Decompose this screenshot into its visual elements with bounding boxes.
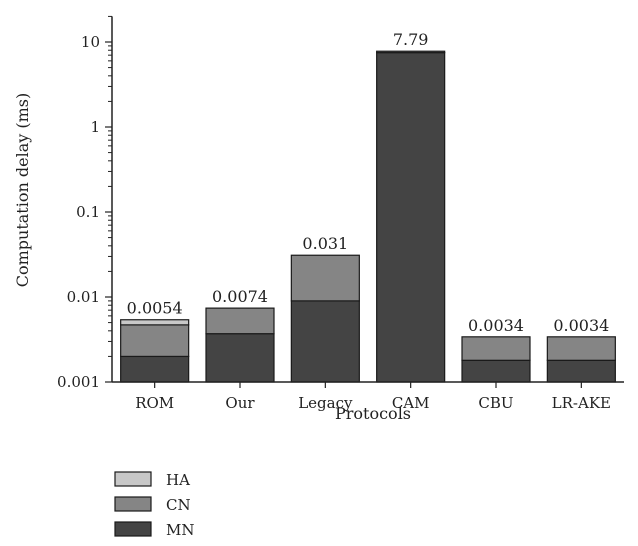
y-tick-label: 0.001 — [57, 373, 100, 391]
bar-our-cn — [205, 307, 275, 335]
legend: HA CN MN — [114, 471, 194, 539]
x-axis-title: Protocols — [335, 404, 411, 423]
total-label-our: 0.0074 — [212, 287, 268, 306]
x-tick-label-legacy: Legacy — [298, 394, 353, 412]
bar-cbu-mn — [461, 359, 531, 383]
x-tick-label-rom: ROM — [135, 394, 174, 412]
x-tick-label-cbu: CBU — [478, 394, 513, 412]
bars-layer — [120, 50, 616, 383]
y-tick-label: 10 — [81, 33, 100, 51]
total-label-legacy: 0.031 — [302, 234, 348, 253]
x-tick-label-our: Our — [225, 394, 255, 412]
legend-swatch-mn — [114, 521, 152, 537]
bar-cbu-cn — [461, 336, 531, 361]
y-ticks: 0.001 0.01 0.1 1 10 — [57, 15, 112, 391]
bar-rom-mn — [120, 355, 190, 383]
legend-label-ha: HA — [166, 471, 190, 489]
total-label-cbu: 0.0034 — [468, 316, 524, 335]
total-labels: 0.0054 0.0074 0.031 7.79 0.0034 0.0034 — [127, 30, 610, 335]
bar-lr-ake-mn — [546, 359, 616, 383]
y-tick-label: 1 — [90, 118, 100, 136]
bar-legacy-mn — [290, 300, 360, 383]
bar-cam-cn — [376, 50, 446, 54]
x-ticks: ROM Our Legacy CAM CBU LR-AKE — [135, 382, 611, 412]
legend-swatch-ha — [114, 471, 152, 487]
legend-label-mn: MN — [166, 521, 194, 539]
bar-our-mn — [205, 333, 275, 383]
total-label-lr-ake: 0.0034 — [553, 316, 609, 335]
y-tick-label: 0.01 — [67, 288, 100, 306]
bar-rom-cn — [120, 324, 190, 358]
x-tick-label-cam: CAM — [392, 394, 430, 412]
total-label-rom: 0.0054 — [127, 299, 183, 318]
x-tick-label-lr-ake: LR-AKE — [552, 394, 611, 412]
y-axis-title: Computation delay (ms) — [13, 93, 32, 288]
bar-cam-mn — [376, 52, 446, 383]
legend-swatch-cn — [114, 496, 152, 512]
total-label-cam: 7.79 — [393, 30, 429, 49]
bar-legacy-cn — [290, 254, 360, 302]
bar-lr-ake-cn — [546, 336, 616, 361]
y-tick-label: 0.1 — [76, 203, 100, 221]
legend-label-cn: CN — [166, 496, 191, 514]
bar-rom-ha — [120, 319, 190, 326]
